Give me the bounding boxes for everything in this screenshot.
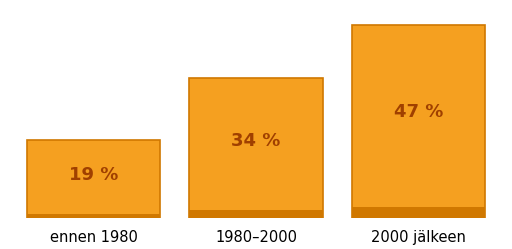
Bar <box>189 210 323 218</box>
Bar <box>27 214 160 218</box>
Bar <box>352 25 485 218</box>
Bar <box>27 140 160 218</box>
Bar <box>189 78 323 218</box>
Text: 47 %: 47 % <box>394 103 443 121</box>
Text: 19 %: 19 % <box>69 166 118 184</box>
Text: 34 %: 34 % <box>231 132 281 150</box>
Bar <box>352 207 485 218</box>
